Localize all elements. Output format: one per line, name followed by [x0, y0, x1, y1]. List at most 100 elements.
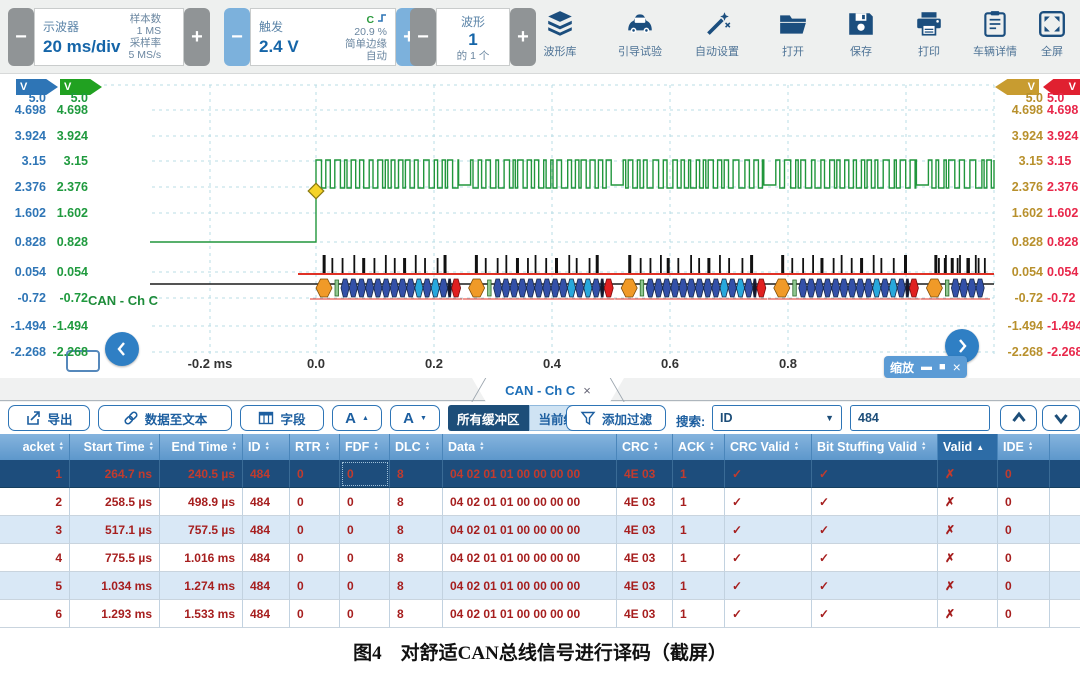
open-button[interactable]: 打开: [760, 8, 826, 68]
waveform-panel[interactable]: 波形 1 的 1 个: [436, 8, 510, 66]
table-cell: 484: [243, 460, 290, 488]
axis-value-green: 0.054: [56, 265, 88, 279]
tab-close-icon[interactable]: ×: [583, 382, 591, 398]
waveform-library-button[interactable]: 波形库: [527, 8, 593, 68]
timebase-minus-button[interactable]: −: [8, 8, 34, 66]
column-header-label: Start Time: [83, 440, 145, 454]
export-button[interactable]: 导出: [8, 405, 90, 431]
search-field-value: ID: [720, 411, 733, 425]
time-axis-label: 0.6: [660, 356, 680, 371]
column-header-crc[interactable]: CRC ▲ ▼: [617, 434, 673, 460]
guided-test-button[interactable]: 引导试验: [607, 8, 673, 68]
table-row-packet-1[interactable]: 1 264.7 ns 240.5 µs 484 0 0 8 04 02 01 01 00 00…: [0, 460, 1080, 488]
channel-d-axis-tab[interactable]: V: [1043, 79, 1080, 95]
overview-thumbnail[interactable]: [66, 350, 100, 372]
column-header-data[interactable]: Data ▲ ▼: [443, 434, 617, 460]
column-header-bit-stuffing-valid[interactable]: Bit Stuffing Valid ▲ ▼: [812, 434, 938, 460]
row-filler: [1050, 600, 1080, 628]
table-cell: 484: [243, 544, 290, 572]
trigger-minus-button[interactable]: −: [224, 8, 250, 66]
sort-arrows-icon: ▲ ▼: [793, 441, 800, 452]
table-cell: 0: [290, 572, 340, 600]
table-cell: 0: [998, 544, 1050, 572]
table-cell: 757.5 µs: [160, 516, 243, 544]
table-cell: ✓: [812, 488, 938, 516]
axis-value-green: -2.268: [52, 345, 88, 359]
time-axis-label: 0.8: [778, 356, 798, 371]
table-cell: 498.9 µs: [160, 488, 243, 516]
strip-divider: [610, 400, 1080, 401]
table-cell: 0: [998, 488, 1050, 516]
axis-value-gold: -0.72: [1014, 291, 1044, 305]
column-header-ack[interactable]: ACK ▲ ▼: [673, 434, 725, 460]
fields-button[interactable]: 字段: [240, 405, 324, 431]
table-cell: 6: [0, 600, 70, 628]
column-header-id[interactable]: ID ▲ ▼: [243, 434, 290, 460]
row-filler: [1050, 488, 1080, 516]
table-cell: 1.034 ms: [70, 572, 160, 600]
table-cell: 0: [340, 460, 390, 488]
timebase-panel[interactable]: 示波器 20 ms/div 样本数 1 MS 采样率 5 MS/s: [34, 8, 184, 66]
waveform-minus-button[interactable]: −: [410, 8, 436, 66]
column-header-start-time[interactable]: Start Time ▲ ▼: [70, 434, 160, 460]
font-increase-button[interactable]: A ▲: [332, 405, 382, 431]
trigger-auto: 自动: [366, 49, 387, 62]
channel-a-axis-tab[interactable]: V: [16, 79, 58, 95]
search-next-button[interactable]: [1042, 405, 1080, 431]
fullscreen-button[interactable]: 全屏: [1024, 8, 1080, 68]
table-cell: 4E 03: [617, 488, 673, 516]
column-header-valid[interactable]: Valid ▲: [938, 434, 998, 460]
print-button[interactable]: 打印: [896, 8, 962, 68]
axis-value-blue: 4.698: [14, 103, 46, 117]
table-row-packet-3[interactable]: 3 517.1 µs 757.5 µs 484 0 0 8 04 02 01 01 00 00…: [0, 516, 1080, 544]
column-header-dlc[interactable]: DLC ▲ ▼: [390, 434, 443, 460]
zoom-close-button[interactable]: ×: [952, 358, 961, 375]
column-header-crc-valid[interactable]: CRC Valid ▲ ▼: [725, 434, 812, 460]
table-cell: 1: [673, 516, 725, 544]
column-header-label: Data: [448, 440, 476, 454]
add-filter-button[interactable]: 添加过滤: [566, 405, 666, 431]
zoom-minimize-button[interactable]: ▬: [921, 360, 933, 373]
trigger-group: − 触发 2.4 V C 20.9 % 简单边缘 自动 +: [224, 8, 422, 66]
axis-value-green: 0.828: [56, 235, 88, 249]
all-buffers-button[interactable]: 所有缓冲区: [448, 405, 529, 431]
column-header-rtr[interactable]: RTR ▲ ▼: [290, 434, 340, 460]
table-row-packet-6[interactable]: 6 1.293 ms 1.533 ms 484 0 0 8 04 02 01 01 00 00…: [0, 600, 1080, 628]
font-decrease-button[interactable]: A ▼: [390, 405, 440, 431]
column-header-end-time[interactable]: End Time ▲ ▼: [160, 434, 243, 460]
channel-c-axis-tab[interactable]: V: [60, 79, 102, 95]
column-header-fdf[interactable]: FDF ▲ ▼: [340, 434, 390, 460]
column-header-ide[interactable]: IDE ▲ ▼: [998, 434, 1050, 460]
timebase-plus-button[interactable]: +: [184, 8, 210, 66]
table-cell: 1: [673, 572, 725, 600]
table-cell: 0: [998, 516, 1050, 544]
decode-tab-can-chc[interactable]: CAN - Ch C ×: [472, 378, 624, 402]
save-button[interactable]: 保存: [828, 8, 894, 68]
waveform-of: 的 1 个: [456, 49, 490, 62]
channel-b-axis-tab[interactable]: V: [995, 79, 1039, 95]
column-header-acket[interactable]: acket ▲ ▼: [0, 434, 70, 460]
data-to-text-button[interactable]: 数据至文本: [98, 405, 232, 431]
table-row-packet-4[interactable]: 4 775.5 µs 1.016 ms 484 0 0 8 04 02 01 01 00 00…: [0, 544, 1080, 572]
axis-value-gold: 0.828: [1011, 235, 1043, 249]
waveform-plus-button[interactable]: +: [510, 8, 536, 66]
zoom-window-button[interactable]: ■: [939, 360, 946, 373]
vehicle-details-button[interactable]: 车辆详情: [962, 8, 1028, 68]
search-field-select[interactable]: ID ▼: [712, 405, 842, 431]
auto-setup-button[interactable]: 自动设置: [684, 8, 750, 68]
table-cell: 1: [673, 460, 725, 488]
table-cell: 0: [998, 572, 1050, 600]
scroll-left-button[interactable]: [105, 332, 139, 366]
table-row-packet-5[interactable]: 5 1.034 ms 1.274 ms 484 0 0 8 04 02 01 01 00 00…: [0, 572, 1080, 600]
search-prev-button[interactable]: [1000, 405, 1037, 431]
font-decrease-label: A: [403, 409, 414, 427]
table-columns-icon: [259, 411, 274, 425]
table-row-packet-2[interactable]: 2 258.5 µs 498.9 µs 484 0 0 8 04 02 01 01 00 00…: [0, 488, 1080, 516]
top-toolbar: − 示波器 20 ms/div 样本数 1 MS 采样率 5 MS/s + − …: [0, 0, 1080, 74]
table-cell: 1: [673, 544, 725, 572]
trigger-panel[interactable]: 触发 2.4 V C 20.9 % 简单边缘 自动: [250, 8, 396, 66]
waveform-plot[interactable]: [0, 74, 1080, 378]
search-input[interactable]: [850, 405, 990, 431]
table-cell: ✗: [938, 572, 998, 600]
icon-button-label: 引导试验: [618, 46, 662, 58]
